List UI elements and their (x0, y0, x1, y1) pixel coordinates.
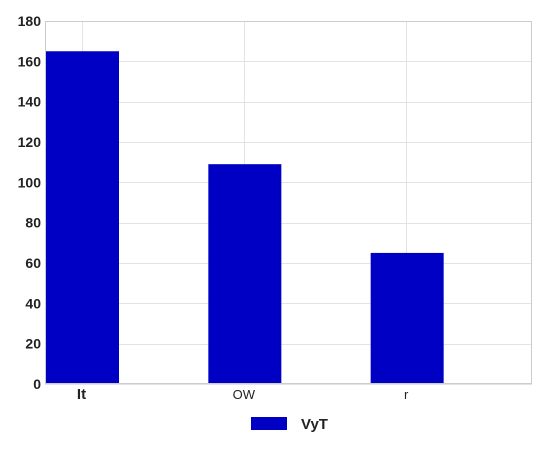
y-tick-label: 40 (25, 295, 41, 311)
legend-label: VyT (301, 416, 328, 433)
x-tick-label: It (77, 386, 86, 403)
bar-2 (370, 252, 444, 384)
y-tick-label: 140 (18, 94, 42, 110)
bar-1 (208, 164, 282, 384)
y-tick-label: 180 (18, 13, 42, 29)
y-tick-label: 100 (18, 174, 42, 190)
x-axis-tick-labels: It OW r (77, 386, 409, 403)
bar-0 (46, 51, 119, 384)
y-tick-label: 0 (33, 376, 41, 392)
y-tick-label: 120 (18, 134, 42, 150)
y-tick-label: 20 (25, 336, 41, 352)
y-tick-label: 160 (18, 53, 42, 69)
bars (46, 51, 444, 384)
legend-swatch (251, 417, 287, 430)
y-tick-label: 60 (25, 255, 41, 271)
y-tick-label: 80 (25, 215, 41, 231)
x-tick-label: r (404, 387, 409, 402)
y-axis-tick-labels: 0 20 40 60 80 100 120 140 160 180 (18, 13, 42, 392)
x-tick-label: OW (233, 387, 256, 402)
legend: VyT (251, 416, 328, 433)
plot-area-border (45, 21, 532, 384)
